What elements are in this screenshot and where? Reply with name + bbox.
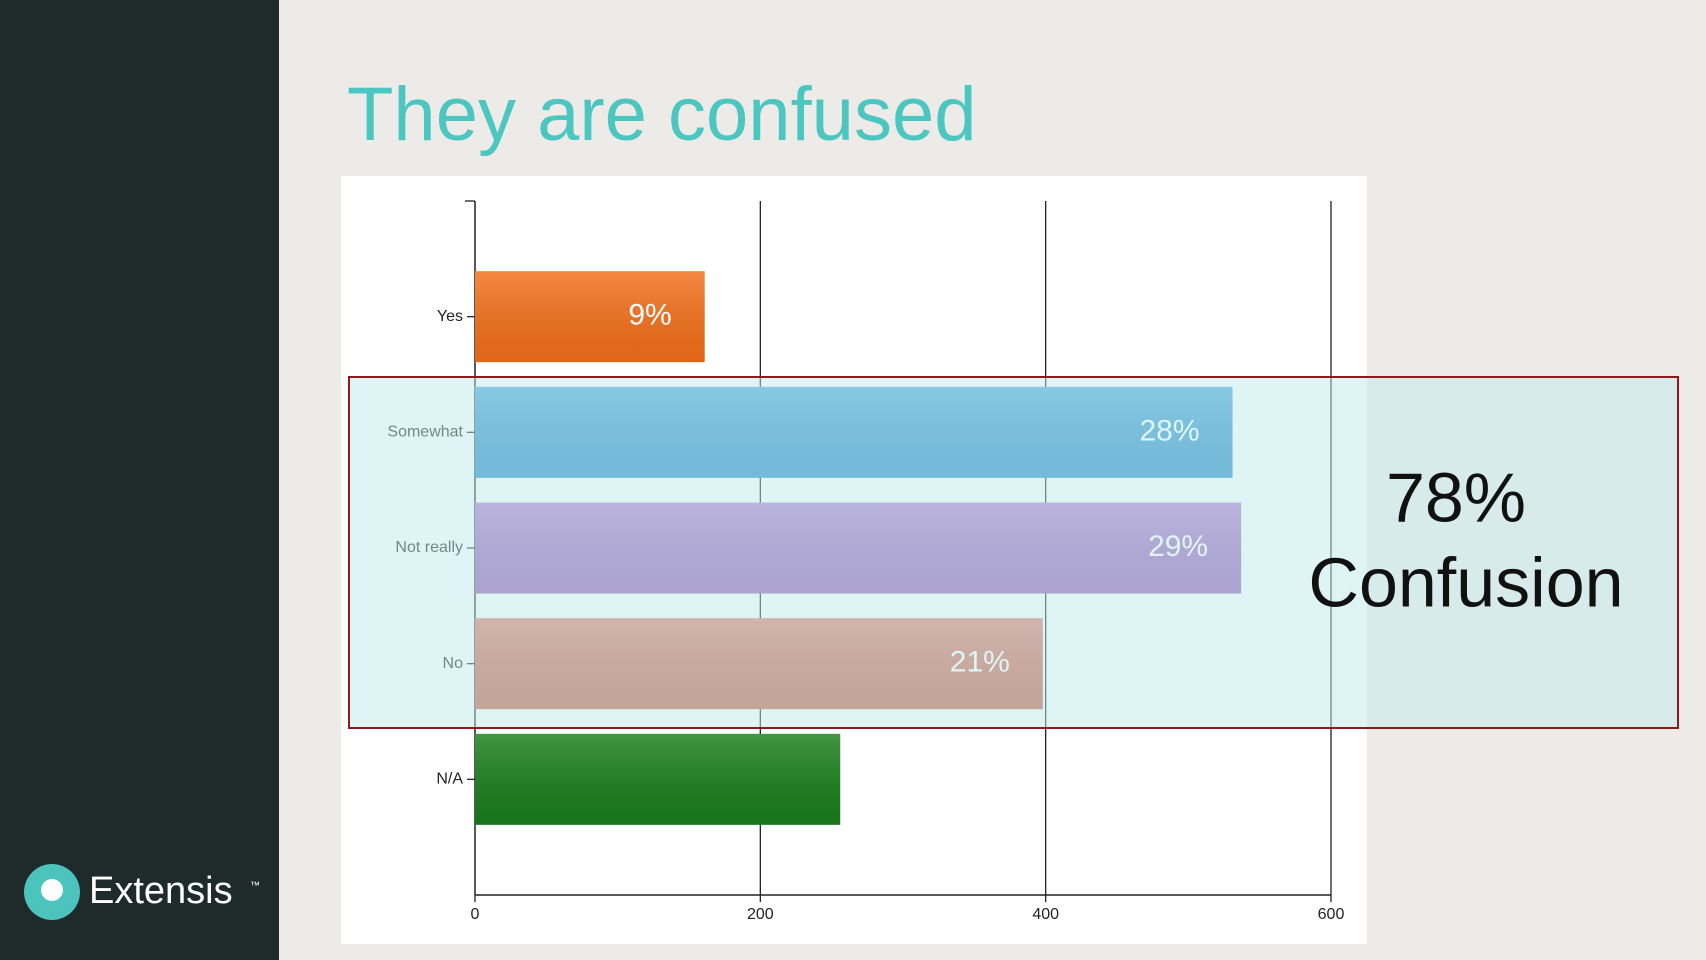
logo-text: Extensis [89,870,233,912]
logo-icon-inner [41,879,63,901]
bar-shine [475,733,841,825]
bar-shine [475,271,705,363]
annotation: 78% [1386,458,1526,536]
x-tick-label: 600 [1318,906,1345,923]
side-panel [0,0,279,960]
slide-title: They are confused [347,72,977,157]
highlight-box [348,376,1679,729]
y-tick-label: N/A [436,771,463,788]
x-tick-label: 200 [747,906,774,923]
data-label: 9% [628,299,671,332]
x-tick-label: 400 [1032,906,1059,923]
x-tick-label: 0 [471,906,480,923]
annotation: Confusion [1308,543,1623,621]
y-tick-label: Yes [437,308,463,325]
logo-trademark: ™ [250,881,260,892]
